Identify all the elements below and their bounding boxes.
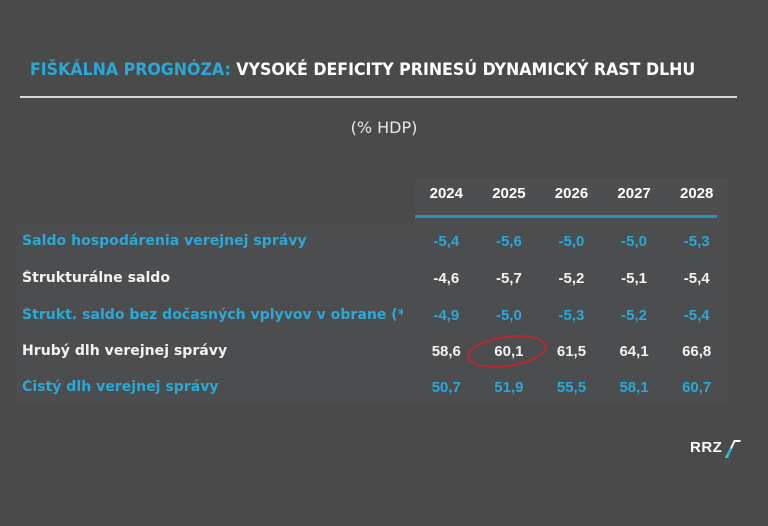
cell-value: -5,2 <box>621 306 647 324</box>
header-divider <box>415 215 717 218</box>
logo-text: RRZ <box>690 438 723 456</box>
row-label: Štrukturálne saldo <box>22 270 171 286</box>
cell-value: -5,3 <box>683 232 710 250</box>
cell-value: -5,4 <box>683 269 710 287</box>
title-divider <box>20 96 737 98</box>
cell-value: 64,1 <box>619 342 649 360</box>
cell-value: 61,5 <box>556 342 587 360</box>
cell-value: -5,1 <box>621 269 647 287</box>
table-body-background <box>15 225 728 403</box>
row-label: Saldo hospodárenia verejnej správy <box>22 233 307 249</box>
subtitle-unit: (% HDP) <box>350 118 418 137</box>
title-rest: VYSOKÉ DEFICITY PRINESÚ DYNAMICKÝ RAST D… <box>230 60 696 80</box>
cell-value: 58,1 <box>619 378 649 396</box>
cell-value: -4,6 <box>433 269 460 287</box>
year-header: 2026 <box>554 185 589 202</box>
cell-value: 58,6 <box>431 342 461 360</box>
year-header: 2025 <box>492 185 526 202</box>
year-header-row: 2024 2025 2026 2027 2028 <box>415 185 728 205</box>
cell-value: 50,7 <box>431 378 461 396</box>
table-row: Čistý dlh verejnej správy 50,7 51,9 55,5… <box>22 375 728 399</box>
cell-value: 66,8 <box>682 342 712 360</box>
cell-value: -5,2 <box>558 269 585 287</box>
row-label: Hrubý dlh verejnej správy <box>22 343 228 359</box>
cell-value: 55,5 <box>556 378 587 396</box>
cell-value: -5,4 <box>433 232 460 250</box>
page-title: FIŠKÁLNA PROGNÓZA: VYSOKÉ DEFICITY PRINE… <box>30 60 695 80</box>
cell-value: -5,0 <box>621 232 647 250</box>
cell-value: -4,9 <box>433 306 460 324</box>
cell-value: 60,7 <box>682 378 712 396</box>
cell-value: -5,6 <box>495 232 522 250</box>
year-header: 2028 <box>679 185 714 202</box>
cell-value-highlighted: 60,1 <box>494 342 524 360</box>
table-row: Štrukturálne saldo -4,6 -5,7 -5,2 -5,1 -… <box>22 266 728 290</box>
cell-value: -5,0 <box>558 232 585 250</box>
cell-value: 51,9 <box>494 378 524 396</box>
slash-logo-icon <box>725 440 742 458</box>
cell-value: -5,0 <box>495 306 522 324</box>
table-row: Hrubý dlh verejnej správy 58,6 60,1 61,5… <box>22 339 728 363</box>
title-accent: FIŠKÁLNA PROGNÓZA: <box>30 60 231 80</box>
row-label: Čistý dlh verejnej správy <box>22 379 219 395</box>
row-label: Štrukt. saldo bez dočasných vplyvov v ob… <box>22 307 404 323</box>
table-row: Štrukt. saldo bez dočasných vplyvov v ob… <box>22 303 728 327</box>
table-row: Saldo hospodárenia verejnej správy -5,4 … <box>22 229 728 253</box>
year-header: 2027 <box>617 185 651 202</box>
cell-value: -5,4 <box>683 306 710 324</box>
cell-value: -5,7 <box>495 269 522 287</box>
cell-value: -5,3 <box>558 306 585 324</box>
rrz-logo: RRZ <box>690 434 744 460</box>
year-header: 2024 <box>429 185 463 202</box>
